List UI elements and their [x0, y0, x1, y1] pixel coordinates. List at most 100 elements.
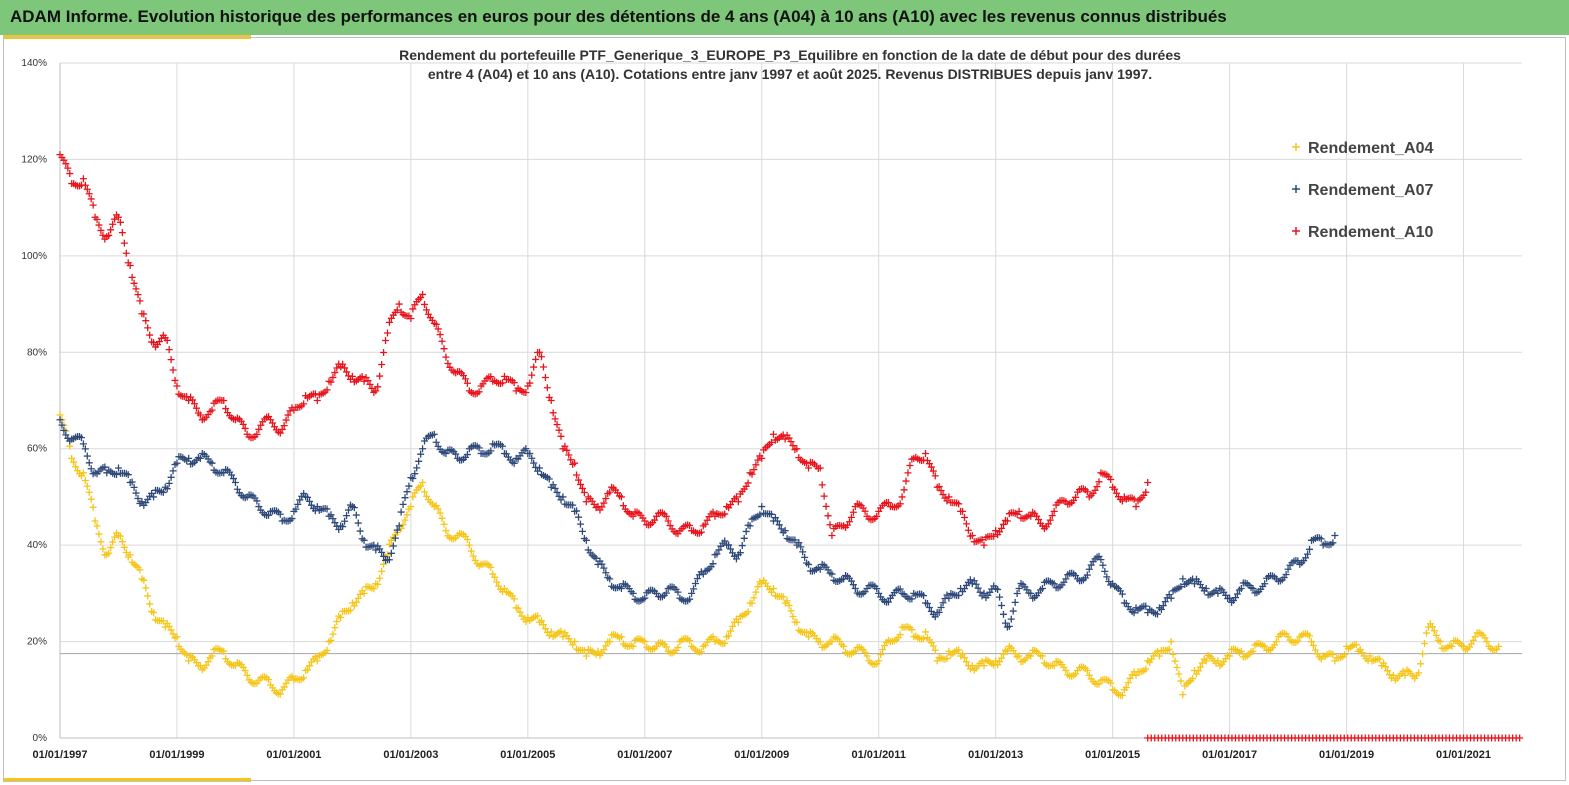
point-rendement-a10 [873, 512, 881, 520]
point-rendement-a10 [960, 513, 968, 521]
point-rendement-a10 [278, 425, 286, 433]
point-rendement-a10 [132, 285, 140, 293]
point-rendement-a04 [409, 493, 417, 501]
point-rendement-a04 [1471, 633, 1479, 641]
point-rendement-a04 [401, 516, 409, 524]
point-rendement-a07 [1294, 557, 1302, 565]
point-rendement-a10 [120, 239, 128, 247]
point-rendement-a07 [409, 474, 417, 482]
point-rendement-a10 [463, 379, 471, 387]
point-rendement-a04 [1421, 640, 1429, 648]
point-rendement-a07 [255, 503, 263, 511]
point-rendement-a07 [805, 560, 813, 568]
point-rendement-a04 [208, 652, 216, 660]
point-rendement-a07 [998, 602, 1006, 610]
point-rendement-a04 [752, 588, 760, 596]
point-rendement-a10 [165, 346, 173, 354]
point-rendement-a07 [955, 591, 963, 599]
point-rendement-a10 [374, 383, 382, 391]
point-rendement-a10 [549, 409, 557, 417]
point-rendement-a07 [378, 548, 386, 556]
point-rendement-a07 [370, 541, 378, 549]
point-rendement-a04 [600, 646, 608, 654]
point-rendement-a10 [1107, 475, 1115, 483]
point-rendement-a04 [399, 521, 407, 529]
point-rendement-a10 [578, 484, 586, 492]
point-rendement-a07 [58, 421, 66, 429]
point-rendement-a04 [419, 478, 427, 486]
point-rendement-a10 [849, 508, 857, 516]
point-rendement-a04 [1428, 623, 1436, 631]
point-rendement-a10 [442, 353, 450, 361]
point-rendement-a04 [559, 633, 567, 641]
point-rendement-a10 [146, 331, 154, 339]
point-rendement-a10 [922, 450, 930, 458]
point-rendement-a04 [421, 488, 429, 496]
point-rendement-a10 [902, 477, 910, 485]
point-rendement-a10 [576, 480, 584, 488]
point-rendement-a04 [943, 654, 951, 662]
point-rendement-a04 [516, 608, 524, 616]
point-rendement-a10 [167, 356, 175, 364]
point-rendement-a10 [962, 520, 970, 528]
point-rendement-a10 [510, 379, 518, 387]
point-rendement-a10 [79, 175, 87, 183]
point-rendement-a07 [1237, 585, 1245, 593]
y-tick-label: 60% [27, 444, 47, 455]
point-rendement-a07 [265, 511, 273, 519]
point-rendement-a07 [573, 507, 581, 515]
point-rendement-a10 [563, 446, 571, 454]
point-rendement-a10 [409, 305, 417, 313]
point-rendement-a04 [514, 604, 522, 612]
point-rendement-a10 [1083, 488, 1091, 496]
point-rendement-a10 [818, 481, 826, 489]
legend-label-rendement-a04: Rendement_A04 [1308, 140, 1433, 157]
point-rendement-a04 [861, 648, 869, 656]
point-rendement-a07 [56, 416, 64, 424]
point-rendement-a04 [1189, 675, 1197, 683]
point-rendement-a10 [339, 360, 347, 368]
point-rendement-a07 [430, 430, 438, 438]
point-rendement-a10 [407, 315, 415, 323]
point-rendement-a04 [816, 638, 824, 646]
point-rendement-a07 [85, 459, 93, 467]
point-rendement-a07 [528, 454, 536, 462]
point-rendement-a04 [79, 469, 87, 477]
point-rendement-a07 [138, 498, 146, 506]
point-rendement-a10 [323, 386, 331, 394]
point-rendement-a07 [662, 589, 670, 597]
point-rendement-a04 [1015, 652, 1023, 660]
point-rendement-a04 [97, 538, 105, 546]
point-rendement-a07 [1009, 607, 1017, 615]
point-rendement-a04 [828, 638, 836, 646]
point-rendement-a04 [1341, 651, 1349, 659]
point-rendement-a07 [173, 459, 181, 467]
point-rendement-a10 [575, 476, 583, 484]
point-rendement-a07 [391, 534, 399, 542]
x-tick-label: 01/01/2001 [266, 749, 321, 761]
point-rendement-a04 [851, 647, 859, 655]
point-rendement-a04 [929, 642, 937, 650]
point-rendement-a04 [487, 563, 495, 571]
point-rendement-a10 [996, 528, 1004, 536]
point-rendement-a10 [171, 376, 179, 384]
point-rendement-a07 [389, 542, 397, 550]
x-tick-label: 01/01/2011 [851, 749, 905, 761]
point-rendement-a10 [551, 415, 559, 423]
point-rendement-a04 [81, 476, 89, 484]
point-rendement-a07 [87, 465, 95, 473]
point-rendement-a04 [333, 618, 341, 626]
point-rendement-a10 [598, 503, 606, 511]
point-rendement-a07 [124, 471, 132, 479]
x-tick-label: 01/01/1999 [149, 749, 204, 761]
point-rendement-a10 [107, 226, 115, 234]
point-rendement-a10 [372, 387, 380, 395]
point-rendement-a04 [1352, 641, 1360, 649]
point-rendement-a10 [434, 325, 442, 333]
point-rendement-a04 [1126, 674, 1134, 682]
point-rendement-a10 [617, 493, 625, 501]
point-rendement-a07 [773, 517, 781, 525]
point-rendement-a04 [571, 638, 579, 646]
point-rendement-a04 [161, 623, 169, 631]
point-rendement-a10 [208, 406, 216, 414]
